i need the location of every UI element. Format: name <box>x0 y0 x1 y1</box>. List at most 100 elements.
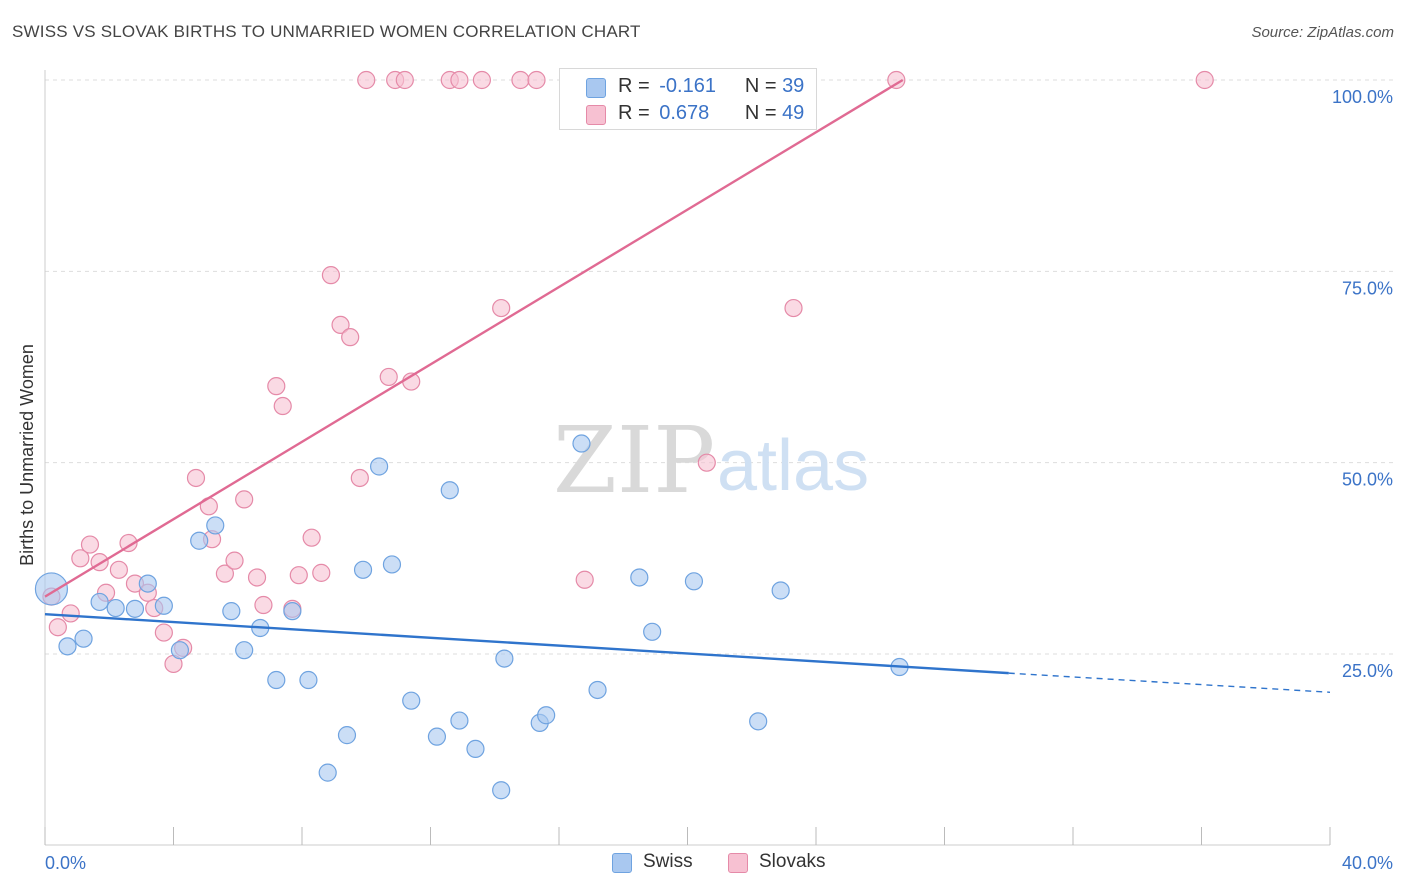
swiss-point <box>235 641 254 660</box>
slovak-trend-line <box>44 78 904 598</box>
legend-row-slovak: R = 0.678 N = 49 <box>618 102 804 125</box>
swiss-points <box>34 434 909 800</box>
swiss-trend-line <box>44 613 1009 675</box>
slovak-point <box>48 618 67 637</box>
swiss-point <box>106 598 125 618</box>
bottom-legend-slovak: Slovaks <box>759 851 826 872</box>
swiss-point <box>402 691 421 710</box>
slovak-point <box>357 70 376 90</box>
swiss-point <box>125 599 145 618</box>
swiss-point <box>337 726 357 745</box>
swiss-point <box>537 706 556 725</box>
slovak-point <box>247 568 267 587</box>
swiss-point <box>450 711 469 730</box>
legend-swatch-slovak <box>586 105 606 125</box>
legend-r-label: R = <box>618 75 650 97</box>
slovak-point <box>273 396 292 416</box>
swiss-point <box>466 739 485 759</box>
y-tick-label: 50.0% <box>1342 470 1393 490</box>
swiss-point <box>318 763 337 782</box>
chart-title: SWISS VS SLOVAK BIRTHS TO UNMARRIED WOME… <box>12 22 641 41</box>
swiss-point <box>190 531 209 550</box>
watermark-zip: ZIP <box>553 407 715 514</box>
swiss-point <box>58 637 77 656</box>
axis-labels: 25.0% 50.0% 75.0% 100.0% 0.0% 40.0% Births to … <box>17 87 1393 873</box>
slovak-points <box>42 70 1214 674</box>
legend: R = -0.161 N = 39 R = 0.678 N = 49 <box>559 68 817 130</box>
slovak-point <box>186 468 206 488</box>
slovak-point <box>527 70 546 90</box>
slovak-point <box>697 453 716 472</box>
swiss-point <box>630 568 649 587</box>
swiss-point <box>572 434 591 453</box>
swiss-point <box>440 481 459 500</box>
slovak-point <box>302 528 321 547</box>
swiss-point <box>643 622 662 641</box>
swiss-point <box>90 592 109 612</box>
slovak-point <box>61 604 80 623</box>
slovak-point <box>80 535 100 554</box>
legend-n-label: N = <box>744 102 777 124</box>
slovak-point <box>289 566 308 585</box>
slovak-point <box>887 70 906 90</box>
slovak-point <box>254 595 273 615</box>
x-tick-label-min: 0.0% <box>45 853 86 873</box>
swiss-point <box>492 781 511 800</box>
legend-swatch-swiss <box>586 78 606 98</box>
slovak-point <box>71 549 90 568</box>
trend-lines <box>44 78 1331 693</box>
legend-row-swiss: R = -0.161 N = 39 <box>618 75 804 98</box>
slovak-point <box>331 315 350 335</box>
swiss-point <box>771 581 790 600</box>
slovak-point <box>119 533 138 553</box>
slovak-point <box>395 70 414 90</box>
legend-swiss-r: -0.161 <box>659 75 716 97</box>
bottom-legend-swiss: Swiss <box>643 851 693 872</box>
swiss-point <box>495 649 514 668</box>
swiss-point <box>34 572 69 606</box>
slovak-point <box>379 367 398 387</box>
y-tick-label: 75.0% <box>1342 278 1393 298</box>
slovak-point <box>472 70 491 90</box>
swiss-point <box>382 555 402 574</box>
legend-r-label: R = <box>618 102 650 124</box>
slovak-point <box>312 563 331 582</box>
swiss-point <box>353 560 373 579</box>
swiss-point <box>222 602 241 621</box>
slovak-point <box>575 570 594 589</box>
slovak-point <box>450 70 469 90</box>
swiss-point <box>138 574 157 593</box>
legend-slovak-r: 0.678 <box>659 102 710 124</box>
bottom-legend-swatch-swiss <box>612 853 632 873</box>
swiss-point <box>427 727 447 746</box>
swiss-point <box>154 596 173 615</box>
slovak-point <box>321 266 341 285</box>
slovak-point <box>341 328 360 347</box>
slovak-point <box>235 490 254 509</box>
legend-swiss-n: 39 <box>782 75 805 97</box>
y-tick-label: 100.0% <box>1332 87 1393 107</box>
swiss-point <box>206 516 225 535</box>
watermark-atlas: atlas <box>717 426 869 506</box>
slovak-point <box>215 564 234 583</box>
x-tick-label-max: 40.0% <box>1342 853 1393 873</box>
y-axis-title: Births to Unmarried Women <box>17 344 37 566</box>
slovak-point <box>1195 70 1214 90</box>
watermark: ZIP atlas <box>553 407 869 514</box>
legend-slovak-n: 49 <box>782 102 805 124</box>
swiss-point <box>74 629 93 648</box>
swiss-point <box>170 641 190 660</box>
swiss-point <box>370 457 389 476</box>
swiss-point <box>749 712 768 731</box>
legend-n-label: N = <box>744 75 777 97</box>
swiss-point <box>684 572 704 591</box>
swiss-point <box>283 602 302 621</box>
swiss-point <box>299 670 318 690</box>
grid-lines <box>45 79 1395 655</box>
axes <box>44 70 1331 846</box>
slovak-point <box>350 468 369 488</box>
slovak-point <box>784 298 803 318</box>
swiss-trend-extension <box>1008 672 1331 693</box>
slovak-point <box>492 298 511 318</box>
